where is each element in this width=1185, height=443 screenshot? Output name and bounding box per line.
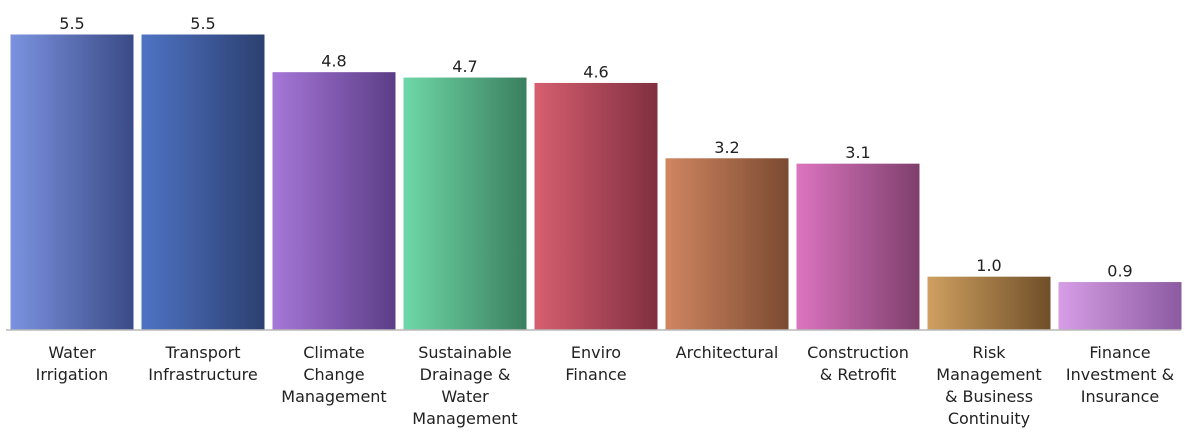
- category-label-line: Water: [48, 343, 96, 362]
- category-label-line: Continuity: [948, 409, 1030, 428]
- category-label-line: Transport: [164, 343, 240, 362]
- category-label-line: & Business: [945, 387, 1033, 406]
- category-label-line: & Retrofit: [820, 365, 896, 384]
- bar-1: [140, 33, 266, 331]
- bar-value-label-1: 5.5: [190, 14, 215, 33]
- bar-6: [795, 162, 921, 331]
- category-label-7: Risk Management & Business Continuity: [936, 343, 1041, 428]
- bar-5: [664, 157, 790, 331]
- bar-8: [1057, 281, 1183, 331]
- category-label-line: Climate: [303, 343, 365, 362]
- bar-4: [533, 81, 659, 331]
- category-label-line: Management: [412, 409, 517, 428]
- bar-value-label-3: 4.7: [452, 57, 477, 76]
- bar-7: [926, 275, 1052, 331]
- category-label-line: Enviro: [571, 343, 621, 362]
- category-label-line: Sustainable: [418, 343, 512, 362]
- category-labels-group: Water Irrigation Transport Infrastructure Cl…: [36, 343, 1174, 428]
- category-label-line: Investment &: [1066, 365, 1174, 384]
- bar-value-label-6: 3.1: [845, 143, 870, 162]
- bars-group: [9, 33, 1183, 331]
- bar-value-label-5: 3.2: [714, 138, 739, 157]
- category-label-4: Enviro Finance: [565, 343, 626, 384]
- category-label-line: Management: [936, 365, 1041, 384]
- category-label-5: Architectural: [676, 343, 779, 362]
- category-label-line: Drainage &: [420, 365, 511, 384]
- bar-2: [271, 71, 397, 331]
- category-label-line: Irrigation: [36, 365, 109, 384]
- bar-value-label-0: 5.5: [59, 14, 84, 33]
- category-label-line: Risk: [972, 343, 1006, 362]
- category-label-line: Architectural: [676, 343, 779, 362]
- category-label-line: Water: [441, 387, 489, 406]
- category-label-line: Finance: [1089, 343, 1150, 362]
- category-label-2: Climate Change Management: [281, 343, 386, 406]
- category-label-1: Transport Infrastructure: [148, 343, 257, 384]
- category-label-3: Sustainable Drainage & Water Management: [412, 343, 517, 428]
- category-label-line: Management: [281, 387, 386, 406]
- bar-value-label-8: 0.9: [1107, 262, 1132, 281]
- category-label-line: Construction: [807, 343, 909, 362]
- category-label-line: Infrastructure: [148, 365, 257, 384]
- category-label-line: Finance: [565, 365, 626, 384]
- category-label-line: Change: [303, 365, 364, 384]
- bar-3: [402, 76, 528, 331]
- value-labels-group: 5.5 5.5 4.8 4.7 4.6 3.2 3.1 1.0 0.9: [59, 14, 1132, 281]
- bar-value-label-7: 1.0: [976, 256, 1001, 275]
- bar-value-label-4: 4.6: [583, 62, 608, 81]
- category-label-line: Insurance: [1081, 387, 1160, 406]
- category-label-6: Construction & Retrofit: [807, 343, 909, 384]
- category-label-0: Water Irrigation: [36, 343, 109, 384]
- category-label-8: Finance Investment & Insurance: [1066, 343, 1174, 406]
- bar-0: [9, 33, 135, 331]
- bar-value-label-2: 4.8: [321, 52, 346, 71]
